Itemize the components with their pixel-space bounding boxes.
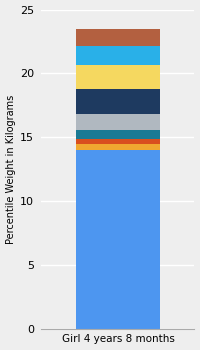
Bar: [76, 150, 160, 329]
Bar: [76, 114, 160, 130]
Bar: [76, 139, 160, 144]
Bar: [76, 65, 160, 89]
Bar: [76, 46, 160, 65]
Bar: [76, 144, 160, 150]
Y-axis label: Percentile Weight in Kilograms: Percentile Weight in Kilograms: [6, 94, 16, 244]
Bar: [76, 29, 160, 46]
Bar: [76, 130, 160, 139]
Bar: [76, 89, 160, 114]
